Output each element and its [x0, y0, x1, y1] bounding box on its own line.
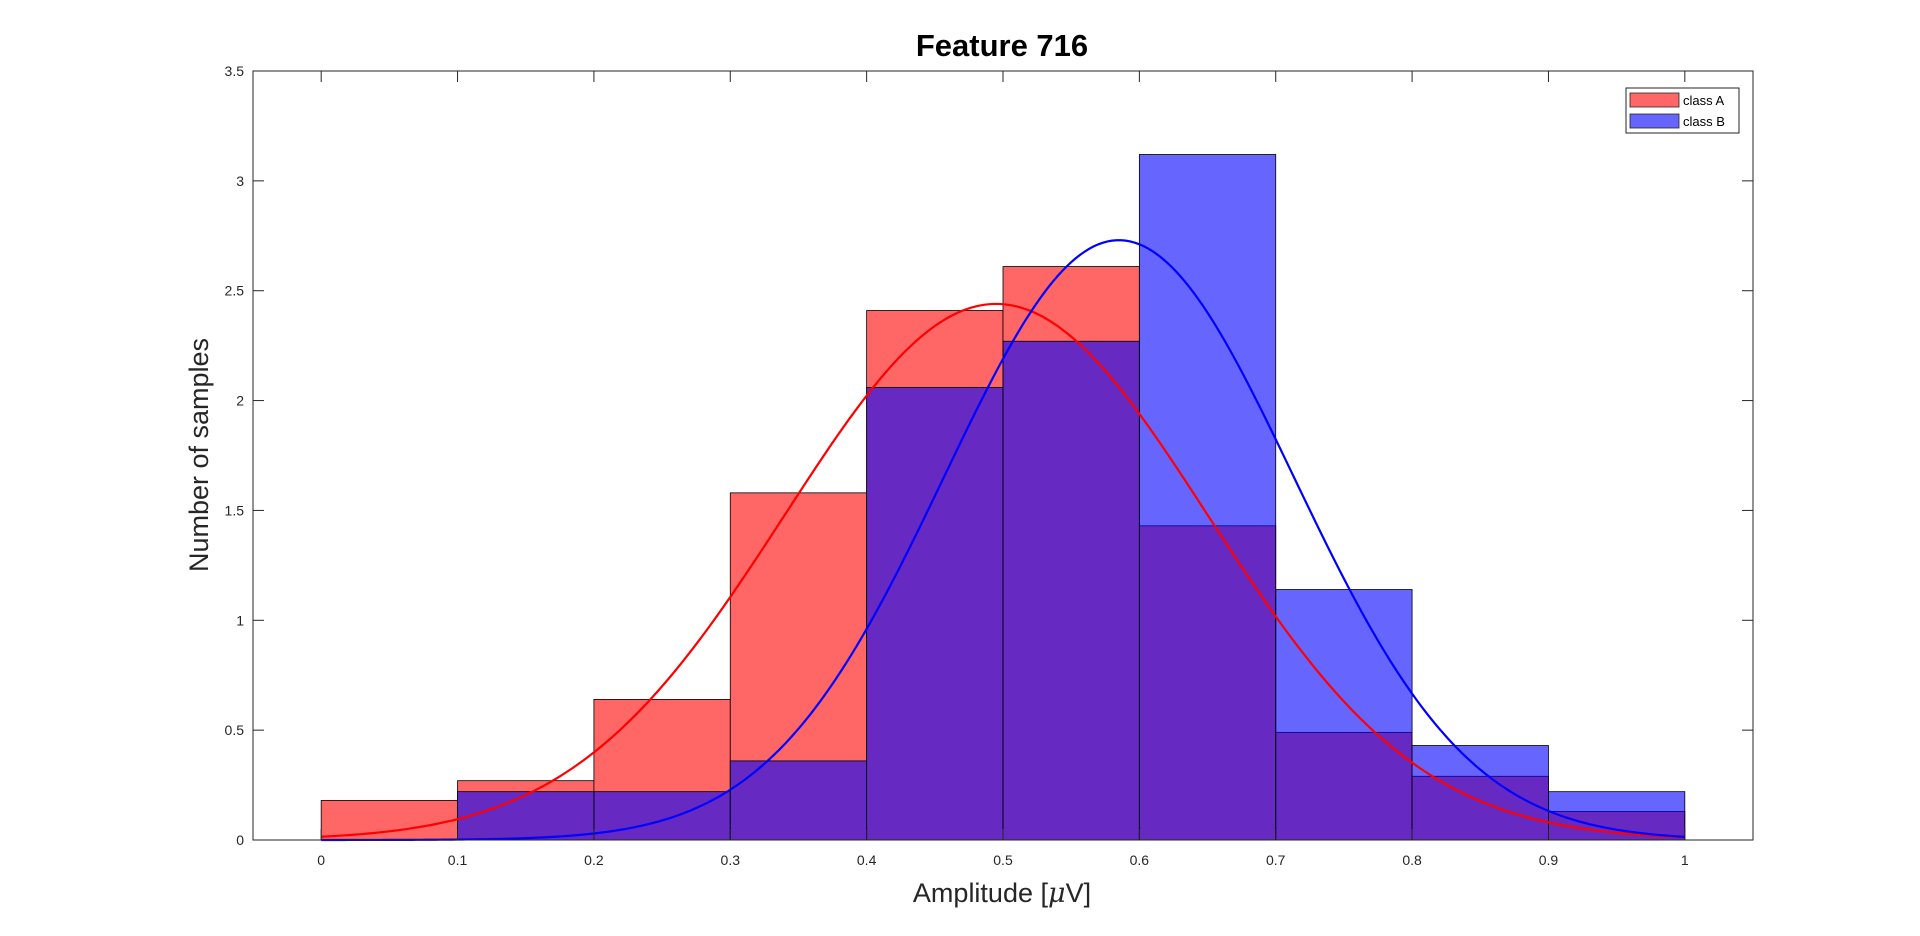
y-tick-labels: 0 0.5 1 1.5 2 2.5 3 3.5	[225, 63, 245, 848]
legend: class A class B	[1625, 87, 1740, 134]
y-tick-label-3: 1.5	[225, 502, 245, 518]
bar-class-b-8	[1411, 745, 1549, 841]
x-tick-label-2: 0.2	[584, 852, 604, 868]
x-tick-label-10: 1	[1681, 852, 1689, 868]
x-tick-label-3: 0.3	[721, 852, 741, 868]
x-tick-label-1: 0.1	[448, 852, 468, 868]
x-tick-label-6: 0.6	[1130, 852, 1150, 868]
bar-class-b-2	[593, 791, 731, 841]
x-tick-label-9: 0.9	[1539, 852, 1559, 868]
axis-ticks	[253, 70, 1753, 841]
bar-class-b-4	[866, 386, 1004, 841]
chart-title: Feature 716	[916, 28, 1088, 63]
x-tick-label-4: 0.4	[857, 852, 877, 868]
class-b-bars	[457, 154, 1686, 841]
y-tick-label-4: 2	[236, 393, 244, 409]
x-tick-labels: 0 0.1 0.2 0.3 0.4 0.5 0.6 0.7 0.8 0.9 1	[317, 852, 1689, 868]
x-axis-title-suffix: V]	[1066, 878, 1092, 908]
legend-label-class-a: class A	[1683, 93, 1725, 108]
bar-class-b-7	[1275, 589, 1413, 841]
x-axis-title-prefix: Amplitude [	[913, 878, 1049, 908]
y-tick-label-7: 3.5	[225, 63, 245, 79]
fit-curve-class-b	[321, 239, 1685, 842]
bar-class-b-1	[457, 791, 595, 841]
x-axis-title: Amplitude [μV]	[913, 878, 1091, 909]
y-tick-label-1: 0.5	[225, 722, 245, 738]
y-tick-label-6: 3	[236, 173, 244, 189]
x-tick-label-7: 0.7	[1266, 852, 1286, 868]
fit-curves	[321, 239, 1685, 842]
x-tick-label-0: 0	[317, 852, 325, 868]
legend-swatch-class-a	[1629, 92, 1680, 108]
x-tick-label-5: 0.5	[993, 852, 1013, 868]
legend-swatch-class-b	[1629, 113, 1680, 129]
fit-curve-class-a	[321, 302, 1685, 839]
y-tick-label-2: 1	[236, 612, 244, 628]
y-axis-title: Number of samples	[184, 338, 214, 572]
bar-class-a-0	[320, 800, 458, 841]
x-axis-title-mu: μ	[1048, 878, 1066, 909]
y-tick-label-0: 0	[236, 832, 244, 848]
x-tick-label-8: 0.8	[1402, 852, 1422, 868]
legend-label-class-b: class B	[1683, 114, 1725, 129]
bar-class-b-6	[1138, 154, 1277, 841]
y-tick-label-5: 2.5	[225, 283, 245, 299]
bar-class-b-3	[729, 760, 868, 841]
bar-class-b-5	[1002, 340, 1140, 841]
